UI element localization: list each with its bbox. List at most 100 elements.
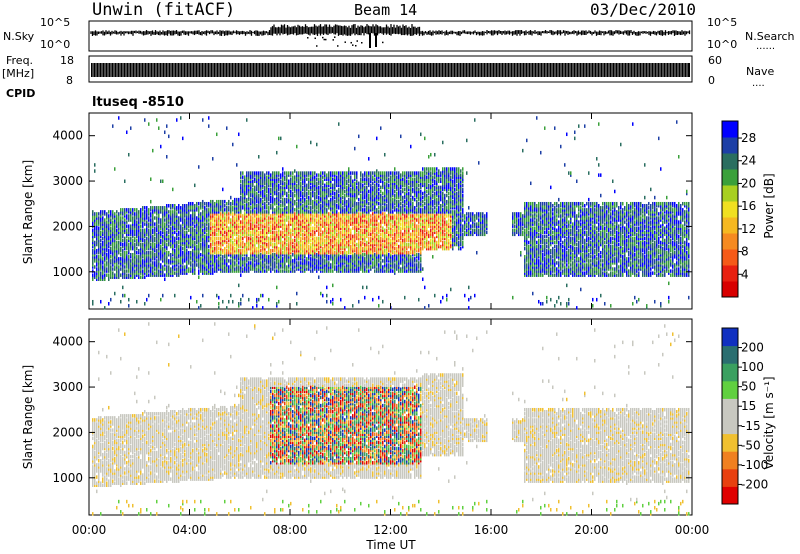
range-gate-cell: [110, 220, 112, 224]
range-gate-cell: [108, 232, 110, 237]
range-gate-cell: [106, 220, 108, 224]
range-gate-cell: [336, 212, 338, 216]
range-gate-cell: [270, 204, 272, 208]
range-gate-cell: [150, 234, 152, 239]
range-gate-cell: [120, 222, 122, 226]
range-gate-cell: [200, 238, 202, 243]
range-gate-cell: [100, 299, 102, 304]
range-gate-cell: [190, 240, 192, 245]
range-gate-cell: [262, 208, 264, 212]
range-gate-cell: [248, 216, 250, 220]
range-gate-cell: [320, 244, 322, 249]
cpid-value: ltuseq -8510: [92, 95, 184, 110]
range-gate-cell: [178, 271, 180, 275]
range-gate-cell: [328, 265, 330, 269]
range-gate-cell: [288, 214, 290, 218]
range-gate-cell: [248, 171, 250, 175]
range-gate-cell: [324, 253, 326, 257]
range-gate-cell: [228, 248, 230, 253]
range-gate-cell: [322, 248, 324, 253]
range-gate-cell: [150, 265, 152, 269]
range-gate-cell: [252, 236, 254, 241]
range-gate-cell: [114, 167, 116, 171]
range-gate-cell: [156, 208, 158, 212]
range-gate-cell: [212, 226, 214, 230]
range-gate-cell: [164, 232, 166, 237]
range-gate-cell: [248, 246, 250, 251]
range-gate-cell: [308, 263, 310, 267]
range-gate-cell: [188, 204, 190, 208]
range-gate-cell: [330, 224, 332, 228]
range-gate-cell: [156, 253, 158, 257]
range-gate-cell: [206, 269, 208, 273]
range-gate-cell: [134, 265, 136, 269]
range-gate-cell: [334, 179, 336, 184]
range-gate-cell: [274, 187, 276, 192]
range-gate-cell: [306, 226, 308, 230]
range-gate-cell: [120, 257, 122, 261]
range-gate-cell: [214, 206, 216, 210]
range-gate-cell: [242, 242, 244, 247]
range-gate-cell: [288, 216, 290, 220]
range-gate-cell: [332, 261, 334, 265]
range-gate-cell: [312, 236, 314, 241]
range-gate-cell: [312, 191, 314, 196]
range-gate-cell: [258, 216, 260, 220]
range-gate-cell: [274, 181, 276, 186]
range-gate-cell: [206, 242, 208, 247]
range-gate-cell: [326, 185, 328, 190]
range-gate-cell: [270, 261, 272, 265]
range-gate-cell: [278, 195, 280, 200]
range-gate-cell: [188, 267, 190, 271]
range-gate-cell: [240, 212, 242, 216]
range-gate-cell: [288, 248, 290, 253]
range-gate-cell: [312, 234, 314, 239]
range-gate-cell: [334, 255, 336, 259]
range-gate-cell: [218, 232, 220, 237]
range-gate-cell: [310, 242, 312, 247]
range-gate-cell: [240, 240, 242, 245]
range-gate-cell: [104, 257, 106, 261]
range-gate-cell: [324, 269, 326, 273]
range-gate-cell: [258, 232, 260, 237]
range-gate-cell: [148, 255, 150, 259]
range-gate-cell: [268, 175, 270, 179]
range-gate-cell: [194, 269, 196, 273]
range-gate-cell: [334, 259, 336, 263]
range-gate-cell: [148, 224, 150, 228]
range-gate-cell: [104, 222, 106, 226]
range-gate-cell: [94, 214, 96, 218]
range-gate-cell: [190, 230, 192, 235]
range-gate-cell: [330, 299, 332, 304]
range-gate-cell: [92, 242, 94, 247]
range-gate-cell: [104, 238, 106, 243]
range-gate-cell: [156, 238, 158, 243]
range-gate-cell: [186, 234, 188, 239]
range-gate-cell: [128, 246, 130, 251]
range-gate-cell: [190, 218, 192, 222]
range-gate-cell: [222, 257, 224, 261]
range-gate-cell: [174, 250, 176, 255]
range-gate-cell: [260, 267, 262, 271]
range-gate-cell: [92, 236, 94, 241]
range-gate-cell: [254, 204, 256, 208]
range-gate-cell: [186, 250, 188, 255]
range-gate-cell: [190, 255, 192, 259]
range-gate-cell: [158, 240, 160, 245]
range-gate-cell: [244, 248, 246, 253]
range-gate-cell: [240, 228, 242, 233]
range-gate-cell: [254, 232, 256, 237]
range-gate-cell: [110, 226, 112, 230]
range-gate-cell: [258, 187, 260, 192]
range-gate-cell: [272, 220, 274, 224]
range-gate-cell: [216, 208, 218, 212]
range-gate-cell: [198, 216, 200, 220]
range-gate-cell: [270, 234, 272, 239]
range-gate-cell: [194, 216, 196, 220]
range-gate-cell: [268, 173, 270, 177]
range-gate-cell: [122, 230, 124, 235]
range-gate-cell: [110, 267, 112, 271]
range-gate-cell: [318, 199, 320, 204]
range-gate-cell: [336, 204, 338, 208]
range-gate-cell: [218, 224, 220, 228]
